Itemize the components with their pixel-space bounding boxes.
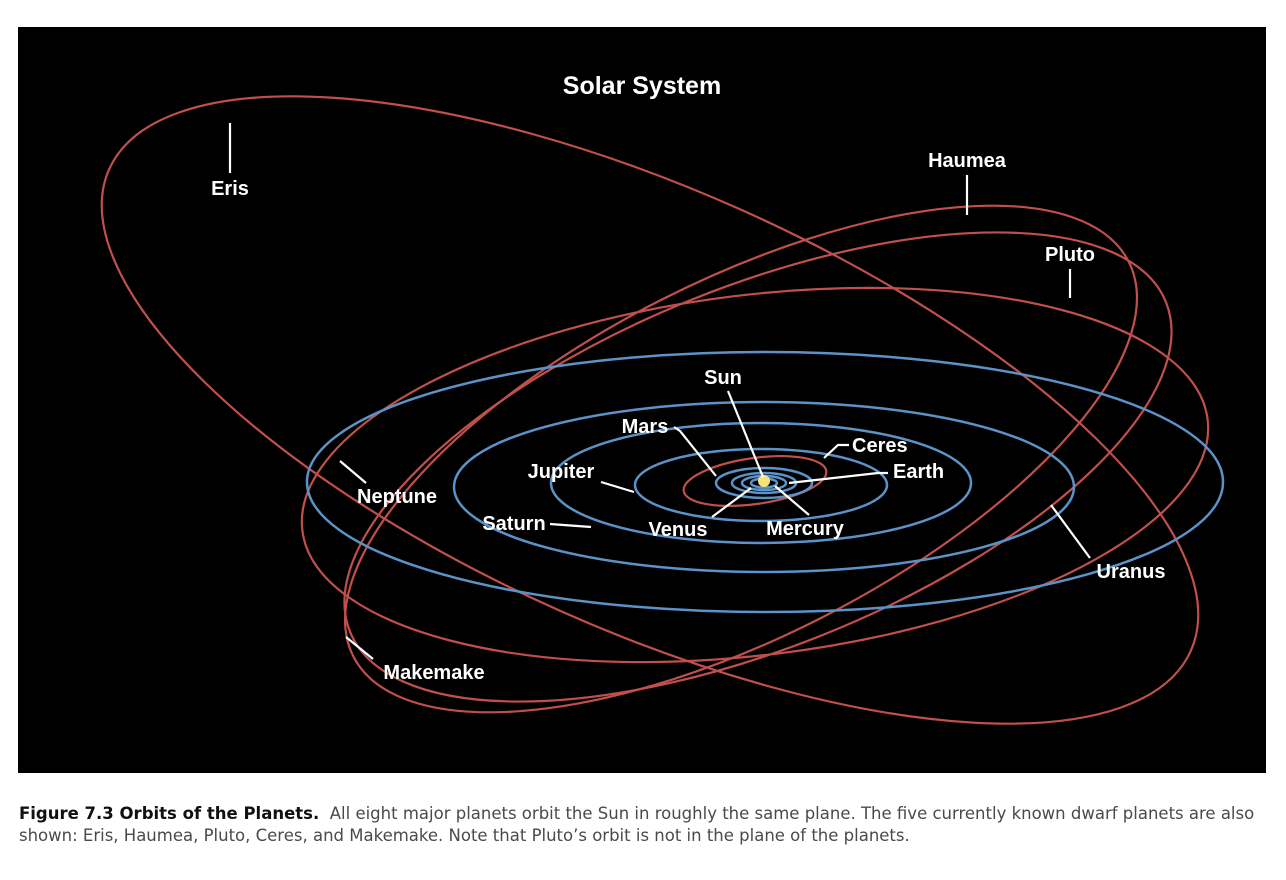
saturn-leader xyxy=(549,522,592,529)
jupiter-leader xyxy=(600,480,635,494)
label-ceres: Ceres xyxy=(852,435,908,457)
diagram-canvas: Solar System Eris Haumea Pluto Sun Mars … xyxy=(100,72,1225,725)
earth-leader xyxy=(788,471,888,485)
solar-system-diagram: Solar System Eris Haumea Pluto Sun Mars … xyxy=(18,27,1266,773)
mars-leader xyxy=(673,426,717,477)
label-haumea: Haumea xyxy=(928,150,1007,172)
ceres-orbit xyxy=(682,455,828,507)
label-eris: Eris xyxy=(211,178,249,200)
label-uranus: Uranus xyxy=(1097,561,1166,583)
sun-leader xyxy=(726,390,765,478)
diagram-title: Solar System xyxy=(563,72,721,100)
haumea-orbit xyxy=(343,231,1173,703)
neptune-orbit xyxy=(305,350,1225,614)
makemake-leader xyxy=(345,636,374,660)
label-sun: Sun xyxy=(704,367,742,389)
caption-text: All eight major planets orbit the Sun in… xyxy=(19,804,1255,845)
uranus-orbit xyxy=(452,400,1076,574)
uranus-leader xyxy=(1050,504,1091,559)
ceres-leader xyxy=(823,443,849,459)
makemake-orbit xyxy=(343,204,1139,714)
label-saturn: Saturn xyxy=(482,513,545,535)
label-mars: Mars xyxy=(622,416,669,438)
jupiter-orbit xyxy=(633,447,889,523)
eris-orbit xyxy=(100,95,1200,725)
label-makemake: Makemake xyxy=(383,662,484,684)
venus-leader xyxy=(711,487,752,518)
neptune-leader xyxy=(339,460,367,484)
label-pluto: Pluto xyxy=(1045,244,1095,266)
figure-caption: Figure 7.3 Orbits of the Planets. All ei… xyxy=(19,803,1269,847)
pluto-orbit xyxy=(300,286,1210,664)
label-jupiter: Jupiter xyxy=(528,461,595,483)
label-earth: Earth xyxy=(893,461,944,483)
saturn-orbit xyxy=(549,421,973,545)
label-mercury: Mercury xyxy=(766,518,845,540)
caption-title: Figure 7.3 Orbits of the Planets. xyxy=(19,804,320,823)
mercury-leader xyxy=(774,485,810,516)
sun-dot xyxy=(758,475,770,487)
mars-orbit xyxy=(714,466,814,500)
label-venus: Venus xyxy=(649,519,708,541)
label-neptune: Neptune xyxy=(357,486,437,508)
